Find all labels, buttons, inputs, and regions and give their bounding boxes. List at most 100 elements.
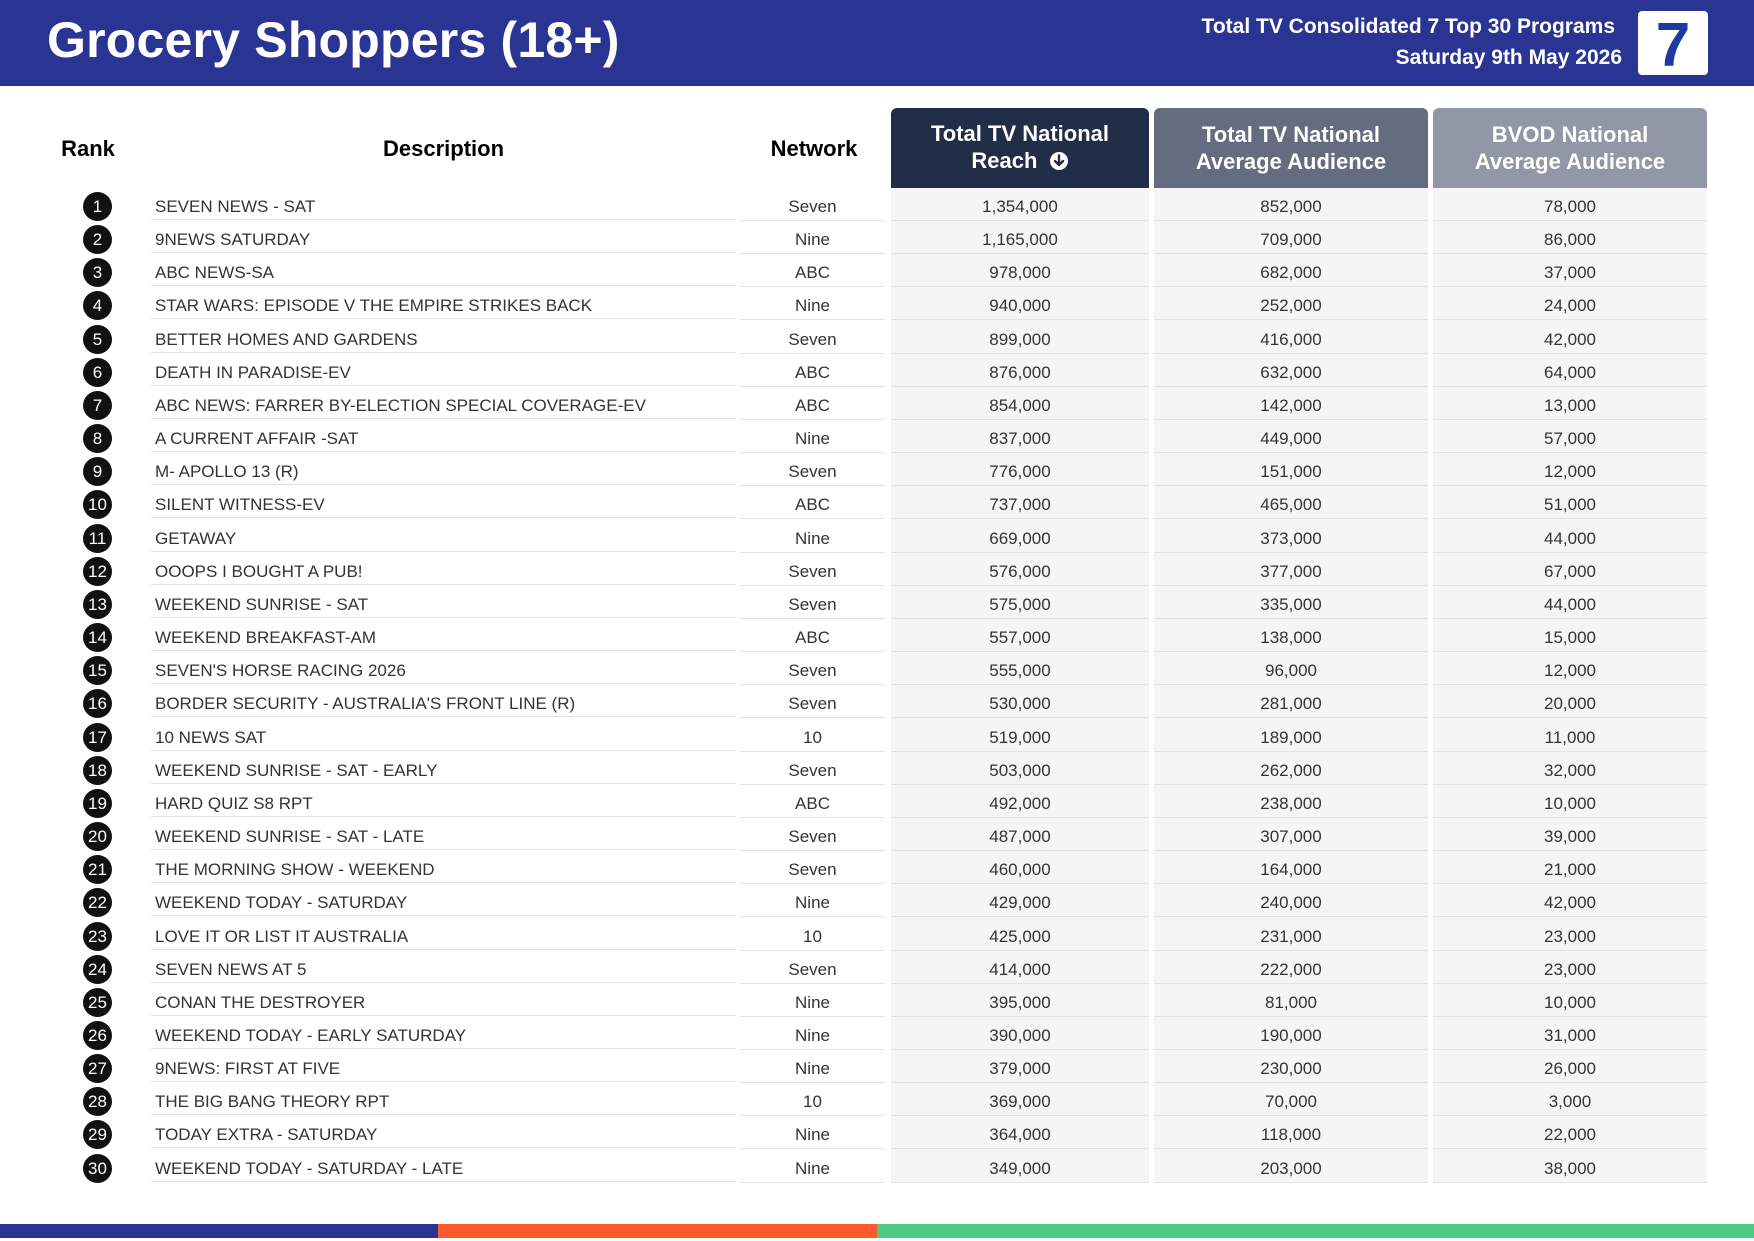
reach-value: 876,000	[891, 354, 1149, 387]
program-description: 9NEWS SATURDAY	[151, 221, 736, 254]
bvod-average-value: 51,000	[1433, 486, 1707, 520]
tv-average-value: 416,000	[1154, 321, 1428, 354]
program-description: ABC NEWS: FARRER BY-ELECTION SPECIAL COV…	[151, 387, 736, 419]
table-row[interactable]: 30 WEEKEND TODAY - SATURDAY - LATE Nine 349…	[0, 1150, 1754, 1183]
column-header-bvod-line1: BVOD National	[1491, 122, 1649, 147]
table-row[interactable]: 22 WEEKEND TODAY - SATURDAY Nine 429,000 240…	[0, 884, 1754, 918]
tv-average-value: 81,000	[1154, 984, 1428, 1017]
column-header-bvod-line2: Average Audience	[1474, 149, 1666, 174]
tv-average-value: 377,000	[1154, 553, 1428, 586]
table-row[interactable]: 11 GETAWAY Nine 669,000 373,000 44,000	[0, 520, 1754, 553]
bvod-average-value: 20,000	[1433, 685, 1707, 719]
rank-badge: 21	[83, 855, 112, 885]
table-row[interactable]: 9 M- APOLLO 13 (R) Seven 776,000 151,000 12,0…	[0, 453, 1754, 487]
bvod-average-value: 42,000	[1433, 884, 1707, 918]
program-description: DEATH IN PARADISE-EV	[151, 354, 736, 386]
table-row[interactable]: 28 THE BIG BANG THEORY RPT 10 369,000 70,000…	[0, 1083, 1754, 1117]
table-row[interactable]: 18 WEEKEND SUNRISE - SAT - EARLY Seven 503,…	[0, 752, 1754, 785]
table-row[interactable]: 3 ABC NEWS-SA ABC 978,000 682,000 37,000	[0, 254, 1754, 288]
bvod-average-value: 10,000	[1433, 984, 1707, 1017]
rank-badge: 11	[83, 523, 112, 553]
table-row[interactable]: 21 THE MORNING SHOW - WEEKEND Seven 460,000…	[0, 851, 1754, 885]
reach-value: 487,000	[891, 818, 1149, 852]
header-bar: Grocery Shoppers (18+) Total TV Consolid…	[0, 0, 1754, 86]
tv-column-background	[1154, 188, 1428, 1183]
table-row[interactable]: 12 OOOPS I BOUGHT A PUB! Seven 576,000 377,0…	[0, 553, 1754, 586]
bvod-average-value: 12,000	[1433, 453, 1707, 487]
program-description: WEEKEND SUNRISE - SAT - LATE	[151, 818, 736, 851]
bvod-average-value: 44,000	[1433, 586, 1707, 619]
rank-badge: 4	[83, 291, 112, 321]
table-row[interactable]: 16 BORDER SECURITY - AUSTRALIA'S FRONT LI…	[0, 685, 1754, 719]
bvod-average-value: 86,000	[1433, 221, 1707, 255]
tv-average-value: 230,000	[1154, 1050, 1428, 1084]
table-row[interactable]: 4 STAR WARS: EPISODE V THE EMPIRE STRIKES…	[0, 287, 1754, 321]
reach-value: 429,000	[891, 884, 1149, 918]
rank-badge: 25	[83, 987, 112, 1017]
program-network: 10	[740, 719, 885, 752]
program-description: WEEKEND SUNRISE - SAT - EARLY	[151, 752, 736, 784]
table-row[interactable]: 17 10 NEWS SAT 10 519,000 189,000 11,000	[0, 719, 1754, 752]
table-row[interactable]: 19 HARD QUIZ S8 RPT ABC 492,000 238,000 10,00…	[0, 785, 1754, 818]
reach-value: 364,000	[891, 1116, 1149, 1150]
rank-badge: 9	[83, 457, 112, 487]
column-header-reach-line2: Reach	[971, 147, 1038, 173]
table-row[interactable]: 2 9NEWS SATURDAY Nine 1,165,000 709,000 86,00…	[0, 221, 1754, 255]
column-header-reach[interactable]: Total TV National Reach	[891, 108, 1149, 188]
program-description: SEVEN NEWS - SAT	[151, 188, 736, 220]
program-network: Seven	[740, 851, 885, 885]
tv-average-value: 709,000	[1154, 221, 1428, 255]
footer-stripe-orange	[438, 1224, 877, 1238]
table-row[interactable]: 13 WEEKEND SUNRISE - SAT Seven 575,000 335,0…	[0, 586, 1754, 619]
table-row[interactable]: 20 WEEKEND SUNRISE - SAT - LATE Seven 487,0…	[0, 818, 1754, 852]
tv-average-value: 632,000	[1154, 354, 1428, 387]
bvod-average-value: 24,000	[1433, 287, 1707, 321]
table-row[interactable]: 26 WEEKEND TODAY - EARLY SATURDAY Nine 390,…	[0, 1017, 1754, 1050]
table-row[interactable]: 15 SEVEN'S HORSE RACING 2026 Seven 555,000 9…	[0, 652, 1754, 686]
table-row[interactable]: 1 SEVEN NEWS - SAT Seven 1,354,000 852,000 78…	[0, 188, 1754, 221]
reach-value: 575,000	[891, 586, 1149, 619]
rank-badge: 13	[83, 589, 112, 619]
column-header-rank: Rank	[61, 135, 115, 161]
tv-average-value: 449,000	[1154, 420, 1428, 454]
reach-value: 854,000	[891, 387, 1149, 420]
program-network: Nine	[740, 1017, 885, 1050]
table-row[interactable]: 8 A CURRENT AFFAIR -SAT Nine 837,000 449,000…	[0, 420, 1754, 454]
table-row[interactable]: 25 CONAN THE DESTROYER Nine 395,000 81,000 10…	[0, 984, 1754, 1017]
table-row[interactable]: 5 BETTER HOMES AND GARDENS Seven 899,000 416…	[0, 321, 1754, 354]
bvod-average-value: 44,000	[1433, 520, 1707, 553]
table-row[interactable]: 10 SILENT WITNESS-EV ABC 737,000 465,000 51,0…	[0, 486, 1754, 520]
rank-badge: 2	[83, 225, 112, 255]
program-network: 10	[740, 1083, 885, 1117]
table-row[interactable]: 6 DEATH IN PARADISE-EV ABC 876,000 632,000 64…	[0, 354, 1754, 387]
program-network: Seven	[740, 685, 885, 719]
program-network: ABC	[740, 387, 885, 420]
reach-value: 557,000	[891, 619, 1149, 653]
program-network: Seven	[740, 321, 885, 354]
tv-average-value: 240,000	[1154, 884, 1428, 918]
footer-stripe-green	[877, 1224, 1754, 1238]
program-description: HARD QUIZ S8 RPT	[151, 785, 736, 817]
reach-value: 669,000	[891, 520, 1149, 553]
table-row[interactable]: 7 ABC NEWS: FARRER BY-ELECTION SPECIAL CO…	[0, 387, 1754, 420]
table-row[interactable]: 14 WEEKEND BREAKFAST-AM ABC 557,000 138,000 1…	[0, 619, 1754, 653]
tv-average-value: 190,000	[1154, 1017, 1428, 1050]
tv-average-value: 465,000	[1154, 486, 1428, 520]
sort-descending-icon[interactable]	[1049, 150, 1069, 177]
reach-value: 940,000	[891, 287, 1149, 321]
table-row[interactable]: 24 SEVEN NEWS AT 5 Seven 414,000 222,000 23,0…	[0, 951, 1754, 984]
column-header-bvod-average[interactable]: BVOD National Average Audience	[1433, 108, 1707, 188]
program-network: Seven	[740, 818, 885, 852]
table-row[interactable]: 23 LOVE IT OR LIST IT AUSTRALIA 10 425,000 2…	[0, 918, 1754, 951]
rank-badge: 24	[83, 954, 112, 984]
table-row[interactable]: 29 TODAY EXTRA - SATURDAY Nine 364,000 118,0…	[0, 1116, 1754, 1150]
rank-badge: 6	[83, 357, 112, 387]
program-description: WEEKEND TODAY - SATURDAY	[151, 884, 736, 917]
program-network: 10	[740, 918, 885, 951]
program-network: ABC	[740, 354, 885, 387]
program-description: SEVEN'S HORSE RACING 2026	[151, 652, 736, 685]
program-network: Nine	[740, 984, 885, 1017]
rank-badge: 28	[83, 1087, 112, 1117]
table-row[interactable]: 27 9NEWS: FIRST AT FIVE Nine 379,000 230,000…	[0, 1050, 1754, 1084]
column-header-tv-average[interactable]: Total TV National Average Audience	[1154, 108, 1428, 188]
